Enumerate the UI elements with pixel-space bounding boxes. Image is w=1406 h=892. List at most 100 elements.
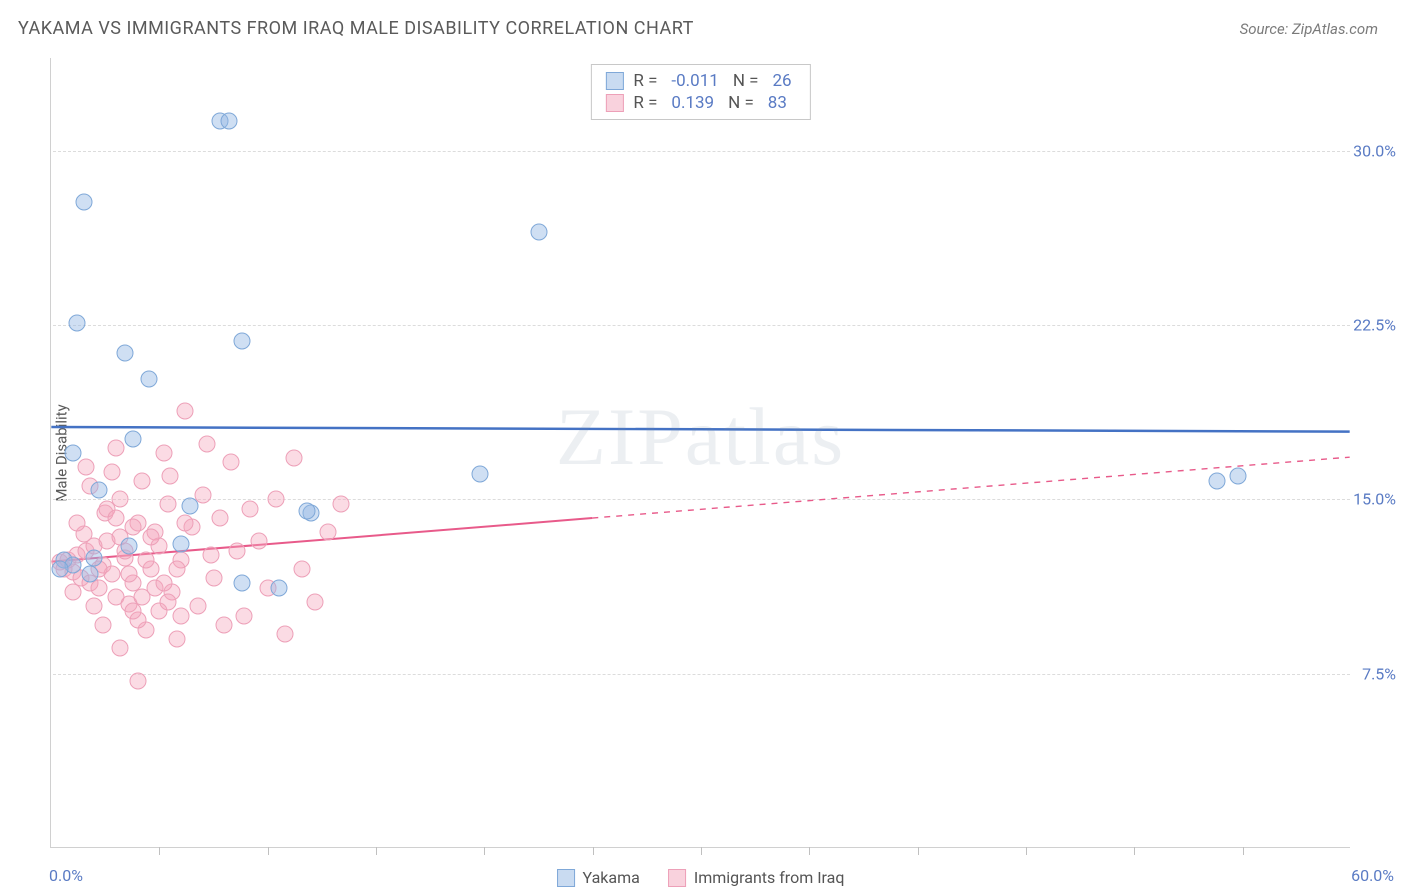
yakama-point [472, 465, 489, 482]
iraq-point [121, 565, 138, 582]
iraq-point [294, 561, 311, 578]
iraq-point [108, 510, 125, 527]
watermark: ZIPatlas [556, 390, 845, 484]
iraq-point [168, 630, 185, 647]
trend-lines [51, 58, 1350, 847]
iraq-point [134, 472, 151, 489]
yakama-point [1208, 472, 1225, 489]
chart-area: Male Disability 7.5%15.0%22.5%30.0% ZIPa… [50, 58, 1390, 848]
gridline [53, 325, 1350, 326]
iraq-point [155, 575, 172, 592]
iraq-point [177, 514, 194, 531]
iraq-point [77, 458, 94, 475]
legend-n-value: 26 [773, 71, 792, 91]
legend-swatch [668, 869, 686, 887]
iraq-point [277, 626, 294, 643]
iraq-point [64, 584, 81, 601]
iraq-point [160, 496, 177, 513]
chart-header: YAKAMA VS IMMIGRANTS FROM IRAQ MALE DISA… [0, 0, 1406, 47]
legend-n-label: N = [728, 93, 754, 113]
iraq-point [333, 496, 350, 513]
legend-swatch [557, 869, 575, 887]
iraq-point [229, 542, 246, 559]
legend-swatch [605, 72, 623, 90]
legend-series: Yakama Immigrants from Iraq [557, 868, 845, 887]
iraq-point [222, 454, 239, 471]
iraq-point [168, 561, 185, 578]
x-tick [268, 847, 269, 855]
legend-label: Immigrants from Iraq [694, 868, 845, 887]
x-tick [918, 847, 919, 855]
legend-r-value: -0.011 [671, 71, 718, 91]
iraq-point [212, 510, 229, 527]
yakama-point [181, 498, 198, 515]
legend-item: Immigrants from Iraq [668, 868, 845, 887]
iraq-point [177, 403, 194, 420]
iraq-point [125, 519, 142, 536]
legend-correlation: R = -0.011 N = 26 R = 0.139 N = 83 [590, 64, 810, 120]
yakama-point [220, 112, 237, 129]
yakama-point [125, 431, 142, 448]
yakama-point [233, 575, 250, 592]
iraq-point [160, 593, 177, 610]
iraq-point [235, 607, 252, 624]
x-tick [1243, 847, 1244, 855]
yakama-point [69, 314, 86, 331]
iraq-point [205, 570, 222, 587]
iraq-point [69, 514, 86, 531]
yakama-point [173, 535, 190, 552]
yakama-point [90, 482, 107, 499]
iraq-point [112, 640, 129, 657]
legend-r-label: R = [633, 93, 657, 113]
gridline [53, 674, 1350, 675]
legend-row: R = 0.139 N = 83 [605, 93, 795, 113]
iraq-point [307, 593, 324, 610]
y-tick-label: 7.5% [1362, 664, 1396, 683]
iraq-point [125, 603, 142, 620]
yakama-point [530, 224, 547, 241]
x-axis-max: 60.0% [1351, 866, 1394, 885]
yakama-point [140, 370, 157, 387]
iraq-point [103, 463, 120, 480]
yakama-point [116, 345, 133, 362]
x-axis-min: 0.0% [49, 866, 83, 885]
yakama-point [51, 561, 68, 578]
iraq-point [190, 598, 207, 615]
x-tick [159, 847, 160, 855]
legend-r-label: R = [633, 71, 657, 91]
iraq-point [251, 533, 268, 550]
iraq-point [216, 616, 233, 633]
iraq-point [129, 672, 146, 689]
yakama-point [298, 503, 315, 520]
iraq-point [268, 491, 285, 508]
yakama-point [270, 579, 287, 596]
x-tick [701, 847, 702, 855]
x-tick [376, 847, 377, 855]
plot-area: Male Disability 7.5%15.0%22.5%30.0% ZIPa… [50, 58, 1350, 848]
iraq-point [142, 528, 159, 545]
legend-item: Yakama [557, 868, 640, 887]
yakama-point [1230, 468, 1247, 485]
iraq-point [173, 607, 190, 624]
chart-title: YAKAMA VS IMMIGRANTS FROM IRAQ MALE DISA… [18, 18, 694, 39]
iraq-point [95, 616, 112, 633]
yakama-point [75, 194, 92, 211]
yakama-point [86, 549, 103, 566]
chart-source: Source: ZipAtlas.com [1240, 20, 1378, 38]
iraq-point [138, 551, 155, 568]
legend-n-value: 83 [768, 93, 787, 113]
x-tick [1026, 847, 1027, 855]
iraq-point [203, 547, 220, 564]
iraq-point [242, 500, 259, 517]
iraq-point [108, 440, 125, 457]
yakama-point [82, 565, 99, 582]
legend-swatch [605, 94, 623, 112]
legend-label: Yakama [583, 868, 640, 887]
yakama-point [64, 445, 81, 462]
legend-r-value: 0.139 [671, 93, 714, 113]
y-tick-label: 22.5% [1353, 316, 1396, 335]
x-tick [593, 847, 594, 855]
iraq-point [320, 524, 337, 541]
x-tick [1134, 847, 1135, 855]
yakama-point [233, 333, 250, 350]
